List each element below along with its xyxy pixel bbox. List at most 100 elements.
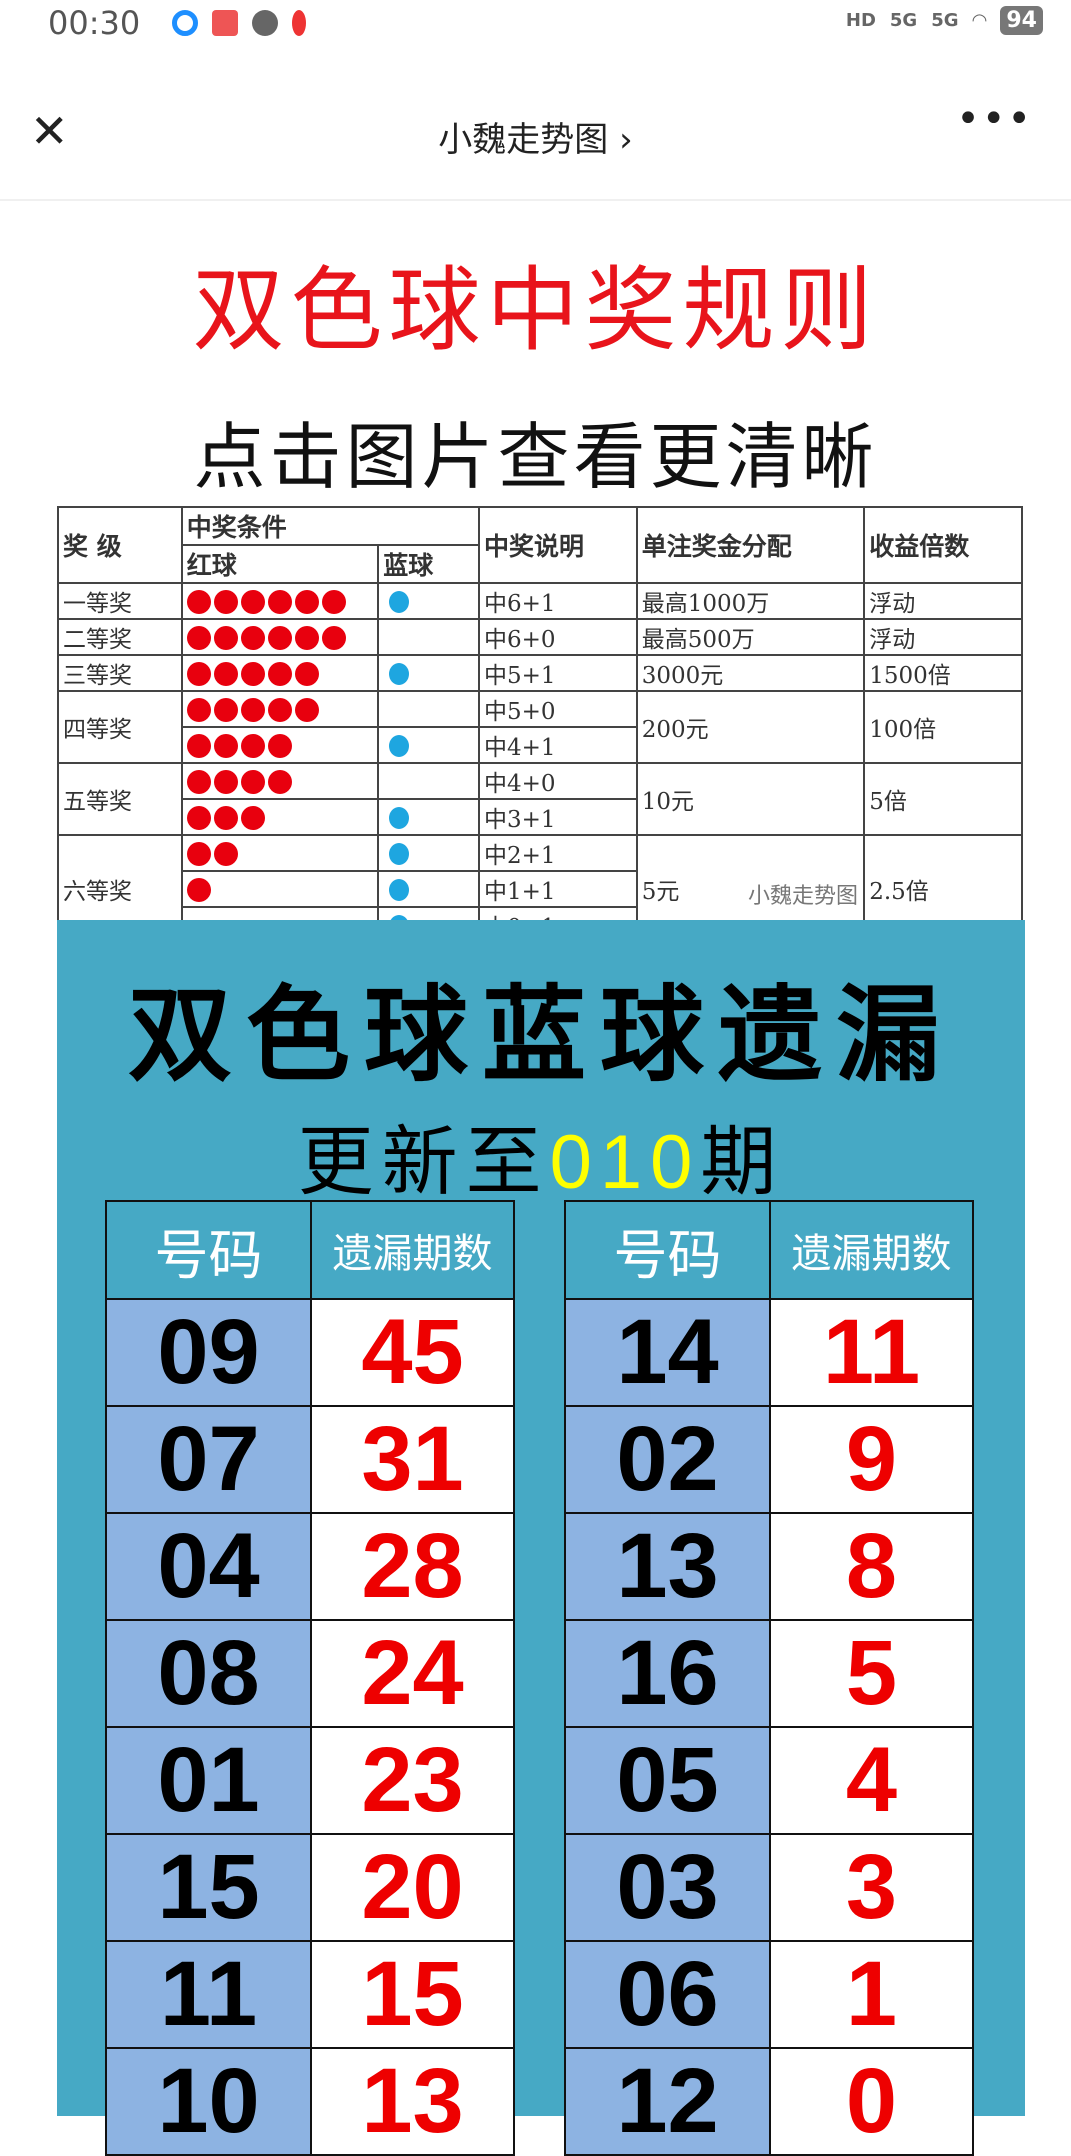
prize-amount: 最高500万 (635, 618, 866, 656)
ball-number: 16 (564, 1619, 771, 1728)
red-ball-icon (267, 626, 292, 650)
account-title-link[interactable]: 小魏走势图 › (438, 120, 633, 160)
col-missing: 遗漏期数 (769, 1200, 974, 1300)
missing-row: 11 15 (105, 1940, 515, 2049)
blue-ball-missing-image[interactable]: 双色球蓝球遗漏 更新至010期 号码 遗漏期数 09 45 07 31 04 28 08 24 0… (57, 920, 1025, 2156)
red-balls (180, 654, 380, 692)
missing-count: 11 (769, 1298, 974, 1407)
blue-ball-icon (389, 663, 410, 685)
blue-balls (377, 726, 481, 764)
status-bar: 00:30 HD 5G 5G ◠ 94 (0, 0, 1071, 50)
rule-row: 中1+1 (58, 870, 1022, 908)
red-ball-icon (267, 734, 292, 758)
red-ball-icon (240, 626, 265, 650)
missing-count: 5 (769, 1619, 974, 1728)
red-ball-icon (294, 626, 319, 650)
rule-row: 中3+1 (58, 798, 1022, 836)
status-time: 00:30 (48, 4, 141, 42)
blue-balls (377, 690, 481, 728)
signal-icon: 5G (889, 10, 918, 31)
missing-count: 4 (769, 1726, 974, 1835)
prize-level: 一等奖 (57, 582, 183, 620)
header-red: 红球 (180, 544, 380, 584)
return-multiple: 5倍 (863, 762, 1023, 836)
blue-ball-icon (389, 735, 410, 757)
more-icon[interactable]: ••• (956, 96, 1033, 142)
missing-title: 双色球蓝球遗漏 (127, 973, 954, 1096)
red-ball-icon (321, 626, 346, 650)
missing-row: 03 3 (564, 1833, 974, 1942)
match-desc: 中5+1 (478, 654, 638, 692)
update-line: 更新至010期 (57, 1100, 1025, 1210)
match-desc: 中5+0 (478, 690, 638, 728)
blue-ball-icon (389, 807, 410, 829)
match-desc: 中1+1 (478, 870, 638, 908)
ball-number: 12 (564, 2047, 771, 2156)
close-icon[interactable]: ✕ (30, 104, 69, 158)
prize-amount: 3000元 (635, 654, 866, 692)
col-number: 号码 (564, 1200, 771, 1300)
red-ball-icon (267, 662, 292, 686)
col-number: 号码 (105, 1200, 312, 1300)
rule-row: 四等奖 中5+0 200元 100倍 (57, 690, 1023, 764)
missing-count: 8 (769, 1512, 974, 1621)
header-blue: 蓝球 (377, 544, 481, 584)
missing-row: 15 20 (105, 1833, 515, 1942)
prize-amount: 10元 (635, 762, 866, 836)
match-desc: 中3+1 (478, 798, 638, 836)
red-balls (180, 762, 380, 800)
missing-count: 28 (310, 1512, 515, 1621)
missing-row: 04 28 (105, 1512, 515, 1621)
red-ball-icon (186, 662, 211, 686)
match-desc: 中6+1 (478, 582, 638, 620)
system-icons: HD 5G 5G ◠ 94 (846, 6, 1043, 35)
prize-rules-table[interactable]: 奖 级 中奖条件 中奖说明 单注奖金分配 收益倍数 红球 蓝球 一等奖 中6+1 最… (57, 506, 1023, 944)
ball-number: 04 (105, 1512, 312, 1621)
col-missing: 遗漏期数 (310, 1200, 515, 1300)
ball-number: 03 (564, 1833, 771, 1942)
blue-balls (377, 762, 481, 800)
missing-row: 02 9 (564, 1405, 974, 1514)
blue-ball-icon (389, 591, 410, 613)
blue-balls (377, 834, 481, 872)
browser-icon (172, 10, 198, 36)
ball-number: 10 (105, 2047, 312, 2156)
app-icon (212, 10, 238, 36)
missing-count: 24 (310, 1619, 515, 1728)
red-balls (180, 582, 380, 620)
rule-row: 中4+1 (58, 726, 1022, 764)
red-ball-icon (213, 662, 238, 686)
missing-row: 14 11 (564, 1298, 974, 1407)
hd-icon: HD (845, 10, 876, 31)
blue-balls (377, 582, 481, 620)
red-ball-icon (267, 590, 292, 614)
rule-row: 二等奖 中6+0 最高500万 浮动 (57, 618, 1023, 656)
rule-row: 六等奖 中2+1 5元 2.5倍 (57, 834, 1023, 944)
match-desc: 中2+1 (478, 834, 638, 872)
header-prize: 单注奖金分配 (635, 506, 866, 584)
red-ball-icon (321, 590, 346, 614)
ball-number: 01 (105, 1726, 312, 1835)
red-ball-icon (186, 626, 211, 650)
missing-count: 15 (310, 1940, 515, 2049)
watermark: 小魏走势图 (748, 884, 859, 909)
return-multiple: 浮动 (863, 582, 1023, 620)
battery-icon: 94 (1000, 6, 1043, 35)
ball-number: 14 (564, 1298, 771, 1407)
red-ball-icon (213, 698, 238, 722)
missing-count: 3 (769, 1833, 974, 1942)
ball-number: 05 (564, 1726, 771, 1835)
rule-row: 三等奖 中5+1 3000元 1500倍 (57, 654, 1023, 692)
header-condition: 中奖条件 (180, 506, 481, 546)
ball-number: 02 (564, 1405, 771, 1514)
ball-number: 08 (105, 1619, 312, 1728)
red-balls (180, 870, 380, 908)
nav-bar: ✕ 小魏走势图 › ••• (0, 90, 1071, 180)
header-multiple: 收益倍数 (863, 506, 1023, 584)
rule-row: 五等奖 中4+0 10元 5倍 (57, 762, 1023, 836)
article-title: 双色球中奖规则 (192, 257, 879, 364)
red-ball-icon (186, 806, 211, 830)
blue-balls (377, 618, 481, 656)
red-ball-icon (213, 590, 238, 614)
match-desc: 中4+0 (478, 762, 638, 800)
